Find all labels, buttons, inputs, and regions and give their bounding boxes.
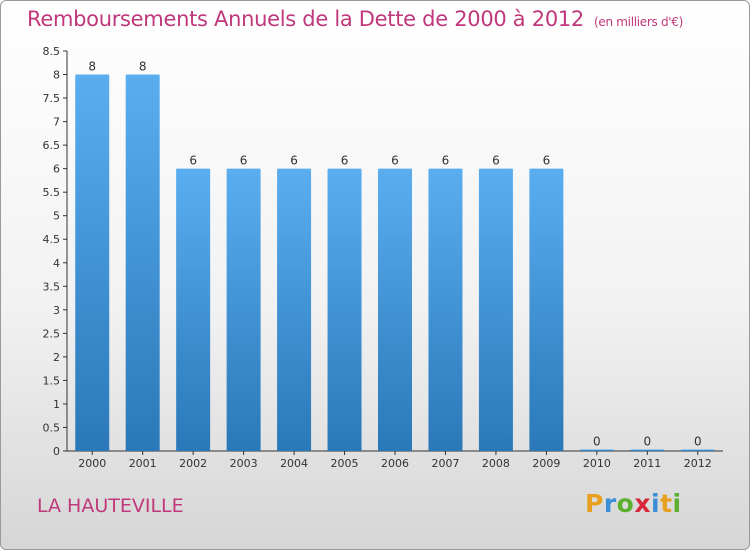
- bar-2011: [630, 449, 665, 451]
- data-label-2004: 6: [290, 154, 298, 168]
- bar-2006: [378, 168, 412, 451]
- bar-2010: [579, 449, 614, 451]
- y-tick-label: 1: [53, 398, 60, 411]
- data-label-2002: 6: [189, 154, 197, 168]
- bar-2007: [428, 168, 463, 451]
- data-labels: 8 8 6 6 6 6 6 6 6 6 0 0 0: [88, 60, 701, 449]
- data-label-2008: 6: [492, 154, 500, 168]
- data-label-2011: 0: [643, 435, 651, 449]
- y-tick-label: 5.5: [43, 186, 61, 199]
- bar-2002: [176, 168, 211, 451]
- y-tick-label: 6: [53, 163, 60, 176]
- x-tick-label: 2002: [179, 457, 207, 470]
- y-tick-label: 2: [53, 351, 60, 364]
- y-tick-label: 7: [53, 116, 60, 129]
- logo-letter: i: [672, 489, 682, 518]
- y-tick-label: 8: [53, 69, 60, 82]
- x-tick-label: 2001: [129, 457, 157, 470]
- bar-2000: [75, 74, 110, 451]
- proxiti-logo: Proxiti: [585, 489, 682, 518]
- y-tick-label: 0.5: [43, 421, 61, 434]
- y-tick-label: 5: [53, 210, 60, 223]
- bar-2012: [680, 449, 715, 451]
- x-tick-label: 2006: [381, 457, 409, 470]
- data-label-2005: 6: [341, 154, 349, 168]
- data-label-2006: 6: [391, 154, 399, 168]
- x-tick-label: 2010: [583, 457, 611, 470]
- logo-letter: P: [585, 489, 604, 518]
- x-tick-label: 2011: [633, 457, 661, 470]
- x-tick-label: 2003: [230, 457, 258, 470]
- chart-title-text: Remboursements Annuels de la Dette de 20…: [27, 7, 584, 31]
- data-label-2001: 8: [139, 60, 147, 74]
- data-label-2012: 0: [694, 435, 702, 449]
- y-tick-label: 2.5: [43, 327, 61, 340]
- logo-letter: x: [634, 489, 651, 518]
- bar-2008: [478, 168, 513, 451]
- y-tick-label: 8.5: [43, 45, 61, 58]
- y-tick-label: 3: [53, 304, 60, 317]
- y-tick-label: 6.5: [43, 139, 61, 152]
- bars: [75, 74, 715, 451]
- commune-name: LA HAUTEVILLE: [37, 495, 184, 517]
- bar-2004: [277, 168, 312, 451]
- x-tick-label: 2008: [482, 457, 510, 470]
- bar-2009: [529, 168, 564, 451]
- bar-2001: [125, 74, 160, 451]
- x-tick-label: 2000: [78, 457, 106, 470]
- logo-letter: r: [603, 489, 617, 518]
- y-tick-label: 0: [53, 445, 60, 458]
- data-label-2000: 8: [88, 60, 96, 74]
- x-tick-label: 2005: [331, 457, 359, 470]
- y-axis: 0 0.5 1 1.5 2 2.5 3 3.5 4 4.5 5 5.5 6 6.5 7 7.5 8 8.5: [43, 45, 68, 458]
- x-axis: 2000 2001 2002 2003 2004 2005 2006 2007 2008 2009…: [67, 450, 723, 470]
- data-label-2003: 6: [240, 154, 248, 168]
- bar-2005: [327, 168, 362, 451]
- y-tick-label: 1.5: [43, 374, 61, 387]
- data-label-2009: 6: [543, 154, 551, 168]
- x-tick-label: 2012: [684, 457, 712, 470]
- data-label-2010: 0: [593, 435, 601, 449]
- logo-letter: i: [651, 489, 661, 518]
- bar-2003: [226, 168, 261, 451]
- chart-title: Remboursements Annuels de la Dette de 20…: [27, 7, 683, 31]
- x-tick-label: 2004: [280, 457, 308, 470]
- y-tick-label: 7.5: [43, 92, 61, 105]
- logo-letter: o: [616, 489, 635, 518]
- logo-letter: t: [660, 489, 673, 518]
- data-label-2007: 6: [442, 154, 450, 168]
- y-tick-label: 3.5: [43, 280, 61, 293]
- x-tick-label: 2009: [532, 457, 560, 470]
- chart-unit: (en milliers d'€): [594, 15, 684, 29]
- y-tick-label: 4.5: [43, 233, 61, 246]
- y-tick-label: 4: [53, 257, 60, 270]
- x-tick-label: 2007: [431, 457, 459, 470]
